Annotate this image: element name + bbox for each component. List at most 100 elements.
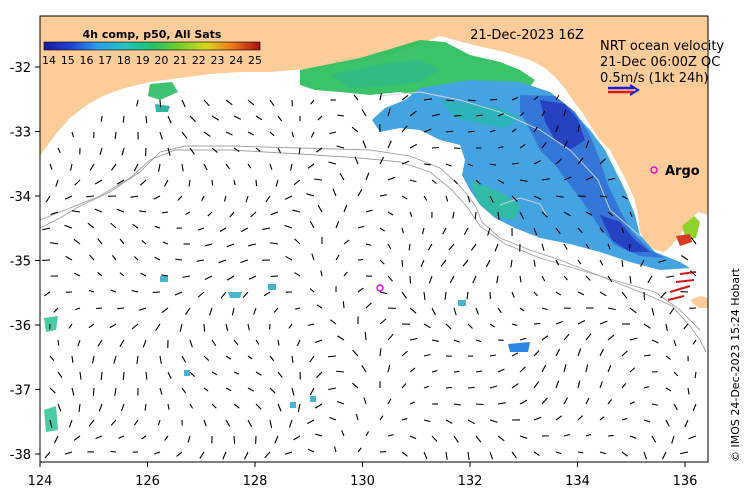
velocity-arrow [341,430,345,437]
velocity-arrow [185,307,191,315]
velocity-arrow [269,163,273,170]
velocity-arrow [274,435,279,444]
velocity-arrow [533,126,538,133]
velocity-arrow [317,204,323,213]
velocity-arrow [362,140,367,149]
velocity-arrow [607,365,612,373]
velocity-arrow [161,211,169,214]
velocity-arrow [211,115,220,121]
velocity-arrow [474,211,477,220]
velocity-arrow [497,146,504,149]
velocity-arrow [555,380,560,389]
y-tick-label: -32 [10,61,31,76]
velocity-arrow [131,323,139,330]
y-tick-label: -33 [10,126,31,141]
velocity-arrow [181,355,187,363]
velocity-arrow [489,163,496,166]
velocity-arrow [233,435,236,444]
velocity-arrow [687,387,690,395]
velocity-arrow [629,401,635,405]
velocity-arrow [157,163,161,172]
velocity-arrow [533,195,542,200]
velocity-arrow [519,337,527,341]
velocity-arrow [555,348,561,357]
velocity-arrow [379,348,382,357]
velocity-arrow [244,451,249,460]
velocity-arrow [94,208,103,213]
velocity-arrow [379,92,382,101]
velocity-arrow [181,387,186,394]
velocity-arrow [284,224,293,229]
velocity-arrow [176,451,183,457]
velocity-arrow [577,259,582,265]
velocity-arrow [379,259,385,265]
velocity-arrow [563,433,571,437]
velocity-arrow [71,355,74,363]
velocity-arrow [387,140,392,149]
velocity-arrow [335,254,340,261]
velocity-arrow [270,242,279,245]
velocity-arrow [423,353,431,357]
velocity-arrow [247,163,252,169]
velocity-arrow [585,333,592,341]
velocity-arrow [409,110,417,117]
velocity-arrow [692,339,697,345]
velocity-arrow [275,179,279,187]
velocity-arrow [497,402,506,405]
velocity-arrow [577,157,584,165]
velocity-arrow [203,99,210,107]
velocity-arrow [207,211,213,217]
velocity-arrow [423,128,432,133]
velocity-arrow [96,307,103,310]
velocity-arrow [43,291,51,297]
velocity-arrow [73,238,81,245]
velocity-arrow [204,243,213,247]
velocity-arrow [475,339,482,343]
velocity-arrow [423,195,428,201]
velocity-arrow [317,115,323,121]
velocity-arrow [365,431,370,437]
velocity-arrow [119,272,125,277]
velocity-arrow [607,334,615,341]
velocity-arrow [336,370,345,373]
velocity-arrow [97,271,103,277]
velocity-arrow [452,211,455,219]
velocity-arrow [203,355,210,361]
velocity-arrow [247,355,253,360]
velocity-arrow [555,158,563,165]
velocity-arrow [155,323,161,331]
velocity-arrow [86,195,95,198]
velocity-arrow [577,320,586,325]
velocity-arrow [475,114,483,117]
velocity-arrow [219,227,227,232]
velocity-arrow [116,208,125,213]
velocity-arrow [277,371,283,378]
velocity-arrow [311,253,315,261]
velocity-arrow [665,419,670,427]
velocity-arrow [365,302,372,309]
argo-float-marker [376,284,384,292]
velocity-arrow [247,131,255,136]
colorbar-tick-label: 18 [117,54,131,67]
velocity-arrow [225,99,233,106]
velocity-arrow [519,211,525,220]
velocity-arrow [541,275,546,282]
velocity-arrow [585,275,591,281]
argo-label: Argo [665,164,700,179]
velocity-arrow [357,189,363,197]
velocity-arrow [621,383,627,389]
velocity-arrow [71,387,75,396]
velocity-arrow [357,287,364,293]
velocity-arrow [263,291,271,297]
velocity-arrow [541,364,547,373]
velocity-arrow [49,163,53,170]
velocity-arrow [343,239,350,245]
velocity-arrow [599,348,604,357]
velocity-arrow [330,319,337,325]
velocity-arrow [607,211,613,217]
velocity-arrow [87,222,95,229]
velocity-arrow [320,270,323,277]
argo-legend-marker [650,166,658,174]
velocity-arrow [49,355,55,362]
velocity-arrow [181,99,186,108]
